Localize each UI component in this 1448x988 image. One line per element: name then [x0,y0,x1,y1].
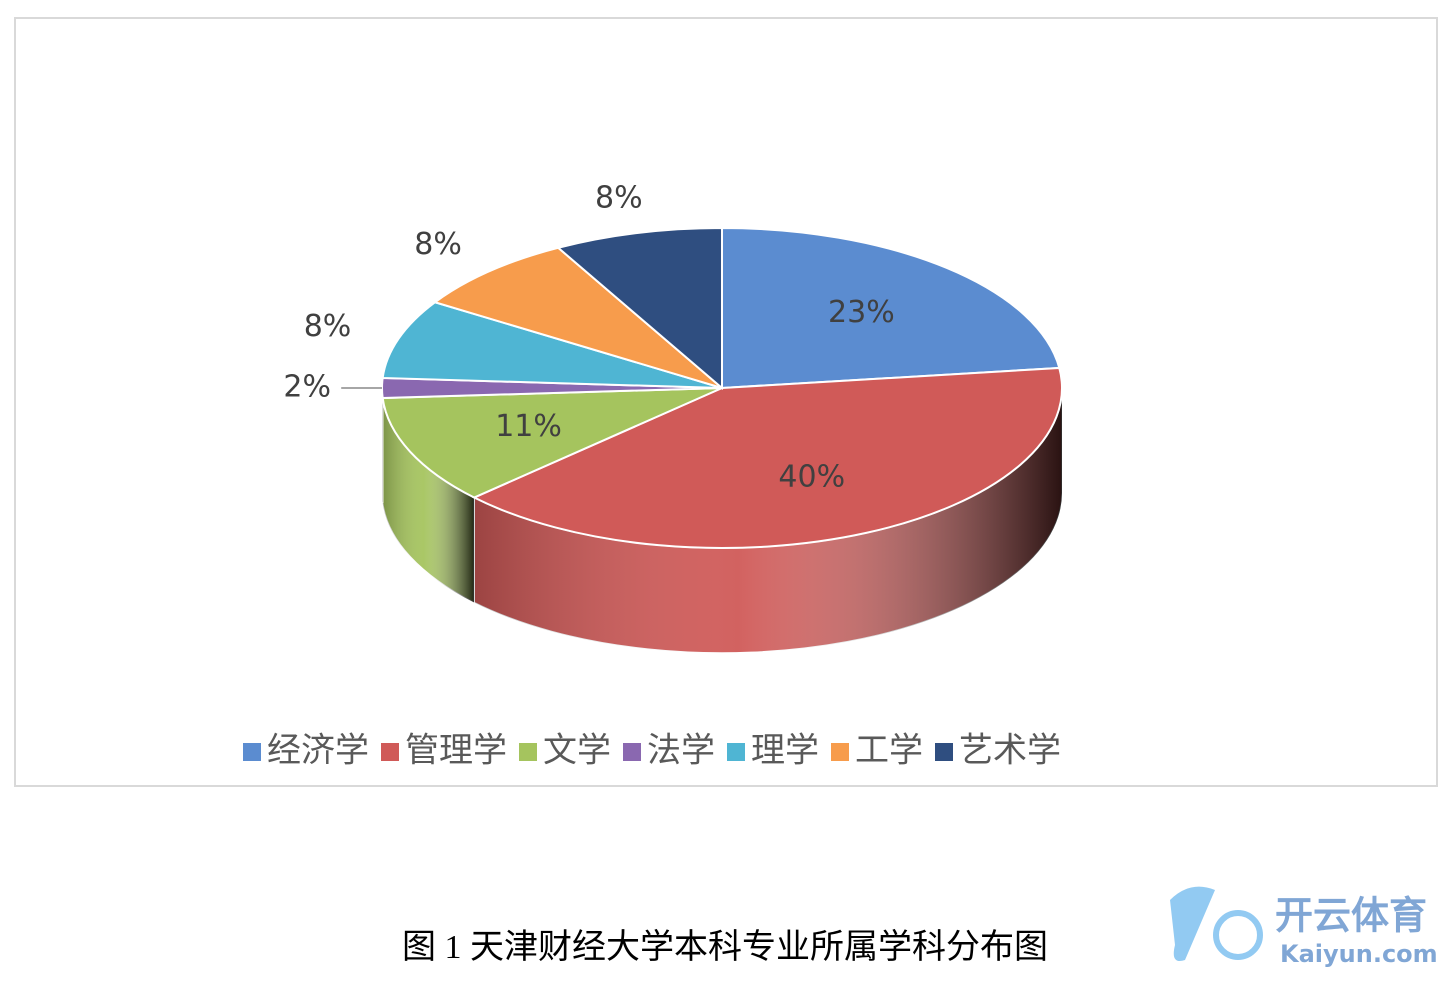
slice-side-shade [382,398,475,603]
legend-swatch [623,743,641,761]
data-labels: 23% 40% 11% 2% 8% 8% 8% [283,180,894,494]
slice-side-shade [382,388,383,504]
legend-swatch [831,743,849,761]
watermark-brand: 开云体育 [1275,894,1427,938]
legend-label: 法学 [647,731,715,771]
legend-swatch [519,743,537,761]
legend-swatch [727,743,745,761]
watermark-logo-ball [1213,910,1263,960]
slice [381,301,723,389]
slice-side-shade [474,388,1062,654]
legend-label: 经济学 [267,731,369,771]
data-label: 8% [414,227,462,262]
legend-label: 管理学 [405,731,507,771]
watermark-site: Kaiyun.com [1280,940,1438,968]
legend-label: 工学 [855,731,923,771]
legend-swatch [243,743,261,761]
data-label: 23% [828,295,895,330]
slice [471,366,1063,549]
data-label: 40% [778,459,845,494]
data-label: 11% [495,409,562,444]
pie-tops [380,226,1063,549]
legend-label: 理学 [751,731,819,771]
legend-swatch [935,743,953,761]
slice [556,226,723,391]
watermark: 开云体育 Kaiyun.com [1170,886,1438,968]
slice [721,226,1061,390]
legend-label: 文学 [543,731,611,771]
data-label: 8% [304,309,352,344]
caption: 图 1 天津财经大学本科专业所属学科分布图 [402,928,1048,966]
slice [432,246,723,389]
legend-swatch [381,743,399,761]
slice [381,387,723,499]
data-label: 8% [595,180,643,215]
legend-label: 艺术学 [959,731,1061,771]
legend: 经济学 管理学 文学 法学 理学 工学 艺术学 [243,731,1061,771]
data-label: 2% [283,370,331,405]
watermark-logo [1170,886,1215,961]
